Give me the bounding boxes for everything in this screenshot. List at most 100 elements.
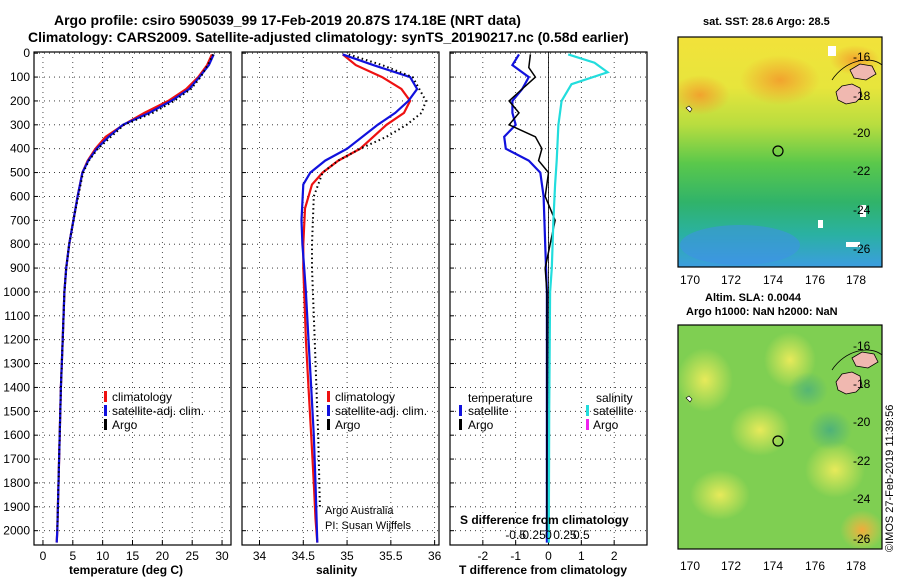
legend-label-climatology: climatology xyxy=(335,390,395,404)
legend-label-climatology: climatology xyxy=(112,390,172,404)
legend-swatch-t-argo xyxy=(459,419,462,430)
sla-map-frame xyxy=(677,324,883,550)
depth-tick-label: 100 xyxy=(10,70,30,84)
legend-swatch-argo xyxy=(327,419,330,430)
depth-axis-labels: 0 100 200 300 400 500 600 700 800 900 1000 1100 1200… xyxy=(3,46,30,537)
x-tick-label: 20 xyxy=(156,549,170,563)
fiji-island xyxy=(851,351,879,369)
salinity-axis-label: salinity xyxy=(316,563,358,577)
legend-title-temperature: temperature xyxy=(468,391,533,405)
depth-tick-label: 1700 xyxy=(3,452,30,466)
legend-label-t-argo: Argo xyxy=(468,418,494,432)
x2-tick-label: 0 xyxy=(545,528,552,542)
lon-tick: 174 xyxy=(763,559,783,573)
salinity-series xyxy=(300,53,427,543)
imos-credit: ©IMOS 27-Feb-2019 11:39:56 xyxy=(884,405,896,552)
sla-map-title-line2: Argo h1000: NaN h2000: NaN xyxy=(686,306,838,318)
x-tick-label: 5 xyxy=(69,549,76,563)
figure-title-line2: Climatology: CARS2009. Satellite-adjuste… xyxy=(28,29,629,45)
lat-tick: -22 xyxy=(853,454,871,468)
t-difference-axis-label: T difference from climatology xyxy=(459,563,627,577)
lon-tick: 174 xyxy=(763,273,783,287)
depth-tick-label: 800 xyxy=(10,237,30,251)
small-island xyxy=(685,395,693,403)
lat-tick: -20 xyxy=(853,126,871,140)
x2-tick-label: 0.25 xyxy=(553,528,577,542)
depth-tick-label: 900 xyxy=(10,261,30,275)
sla-map xyxy=(678,325,882,549)
x2-tick-label: 0.5 xyxy=(573,528,590,542)
lat-tick: -26 xyxy=(853,532,871,546)
sla-high-patch xyxy=(805,442,865,498)
argo-float-location xyxy=(772,435,784,447)
depth-tick-label: 200 xyxy=(10,94,30,108)
x-tick-label: -1 xyxy=(510,549,521,563)
lat-tick: -18 xyxy=(853,89,871,103)
depth-tick-label: 500 xyxy=(10,166,30,180)
sla-peak-patch xyxy=(840,510,882,549)
s-difference-axis-label: S difference from climatology xyxy=(460,513,629,527)
x-tick-label: 35 xyxy=(340,549,354,563)
difference-legend: temperature salinity satellite Argo sate… xyxy=(459,391,634,432)
legend-swatch-climatology xyxy=(104,391,107,402)
missing-data xyxy=(818,220,823,228)
depth-tick-label: 2000 xyxy=(3,524,30,538)
depth-tick-label: 1500 xyxy=(3,404,30,418)
depth-tick-label: 400 xyxy=(10,142,30,156)
sla-high-patch xyxy=(678,348,733,412)
legend-swatch-s-satellite xyxy=(586,405,589,416)
fiji-island xyxy=(835,371,863,395)
sst-map xyxy=(678,37,882,267)
legend-label-s-argo: Argo xyxy=(593,418,619,432)
sst-warm-patch xyxy=(740,55,820,105)
sla-map-title-line1: Altim. SLA: 0.0044 xyxy=(705,292,802,304)
sst-lat-ticks: -16 -18 -20 -22 -24 -26 xyxy=(853,50,871,256)
sst-warm-patch xyxy=(678,75,730,115)
depth-tick-label: 1400 xyxy=(3,380,30,394)
legend-label-t-satellite: satellite xyxy=(468,404,509,418)
sla-lat-ticks: -16 -18 -20 -22 -24 -26 xyxy=(853,339,871,546)
x-tick-labels: 0 5 10 15 20 25 30 34 34.5 35 35.5 36 -2 -1 0 1 2 -0.5-0.… xyxy=(40,528,618,563)
legend-swatch-t-satellite xyxy=(459,405,462,416)
series-s-satellite xyxy=(547,53,610,543)
sla-lon-ticks: 170 172 174 176 178 xyxy=(680,559,866,573)
difference-series xyxy=(503,53,610,543)
argo-float-location xyxy=(772,145,784,157)
legend-title-salinity: salinity xyxy=(596,391,633,405)
credit-pi: PI: Susan Wijffels xyxy=(325,520,411,532)
series-argo xyxy=(56,53,214,531)
depth-tick-label: 600 xyxy=(10,189,30,203)
missing-data xyxy=(828,46,836,56)
x-tick-label: 1 xyxy=(578,549,585,563)
sla-high-patch xyxy=(690,470,750,520)
lat-tick: -24 xyxy=(853,203,871,217)
x-tick-label: 30 xyxy=(215,549,229,563)
depth-tick-label: 0 xyxy=(23,46,30,60)
series-t-satellite xyxy=(503,53,549,543)
sst-cool-patch xyxy=(680,225,800,265)
depth-tick-label: 1800 xyxy=(3,476,30,490)
x-tick-label: 0 xyxy=(545,549,552,563)
lat-tick: -16 xyxy=(853,50,871,64)
series-satellite-adj-clim- xyxy=(300,53,419,543)
series-satellite-adj-clim- xyxy=(55,53,215,543)
lat-tick: -18 xyxy=(853,377,871,391)
lat-tick: -16 xyxy=(853,339,871,353)
depth-tick-label: 1200 xyxy=(3,333,30,347)
lon-tick: 172 xyxy=(721,559,741,573)
x-tick-label: 10 xyxy=(96,549,110,563)
series-t-argo xyxy=(507,54,556,531)
fiji-island xyxy=(835,83,863,105)
series-climatology xyxy=(302,53,412,543)
lon-tick: 178 xyxy=(846,559,866,573)
legend-label-satellite: satellite-adj. clim. xyxy=(335,404,427,418)
salinity-panel-frame xyxy=(241,51,440,546)
temperature-axis-label: temperature (deg C) xyxy=(69,563,183,577)
x-tick-label: 35.5 xyxy=(379,549,403,563)
legend-swatch-satellite xyxy=(104,405,107,416)
temperature-series xyxy=(55,53,215,543)
x-tick-label: 36 xyxy=(428,549,442,563)
legend-label-argo: Argo xyxy=(335,418,361,432)
series-argo xyxy=(311,53,427,507)
salinity-legend: climatology satellite-adj. clim. Argo Ar… xyxy=(325,390,427,532)
